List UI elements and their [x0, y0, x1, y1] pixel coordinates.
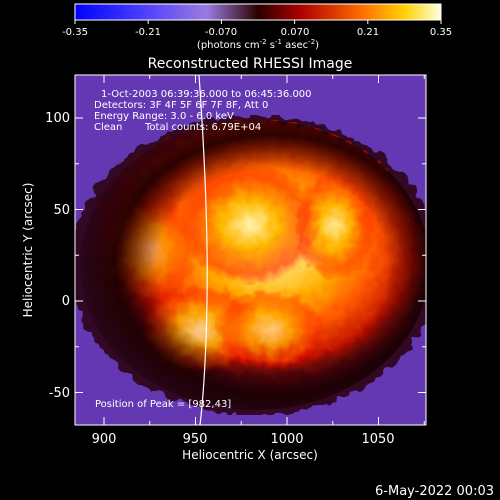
time-range-text: 1-Oct-2003 06:39:36.000 to 06:45:36.000 [101, 89, 312, 100]
colorbar-tick-label: -0.070 [205, 27, 237, 38]
total-counts-text: Total counts: 6.79E+04 [144, 122, 261, 133]
y-tick-label: -50 [49, 386, 70, 401]
detectors-text: Detectors: 3F 4F 5F 6F 7F 8F, Att 0 [94, 100, 268, 111]
y-tick-label: 0 [62, 294, 70, 309]
rhessi-image [75, 75, 426, 425]
peak-position-text: Position of Peak = [982,43] [95, 399, 231, 410]
y-axis-label: Heliocentric Y (arcsec) [21, 183, 35, 318]
colorbar-tick-label: 0.070 [281, 27, 310, 38]
x-tick-label: 900 [92, 432, 117, 447]
axis-ticks [75, 75, 426, 425]
energy-range-text: Energy Range: 3.0 - 6.0 keV [94, 111, 234, 122]
footer-date: 6-May-2022 00:03 [375, 484, 494, 499]
method-text: Clean [94, 122, 122, 133]
y-tick-label: 100 [45, 111, 70, 126]
x-axis-label: Heliocentric X (arcsec) [182, 448, 318, 462]
colorbar-tick-label: 0.21 [357, 27, 379, 38]
colorbar: -0.35 -0.21 -0.070 0.070 0.21 0.35 (phot… [62, 3, 452, 51]
colorbar-tick-label: 0.35 [430, 27, 452, 38]
colorbar-gradient [74, 3, 442, 21]
y-tick-label: 50 [53, 203, 70, 218]
x-tick-label: 950 [183, 432, 208, 447]
plot-frame [74, 74, 427, 426]
plot-title: Reconstructed RHESSI Image [148, 56, 353, 72]
x-tick-label: 1000 [270, 432, 303, 447]
colorbar-units: (photons cm-2 s-1 asec-2) [197, 38, 319, 51]
colorbar-tick-label: -0.35 [62, 27, 88, 38]
colorbar-ticks [74, 20, 442, 24]
x-tick-label: 1050 [361, 432, 394, 447]
info-annotation: 1-Oct-2003 06:39:36.000 to 06:45:36.000 … [94, 89, 312, 133]
colorbar-tick-label: -0.21 [135, 27, 161, 38]
solar-limb-line [198, 75, 208, 425]
